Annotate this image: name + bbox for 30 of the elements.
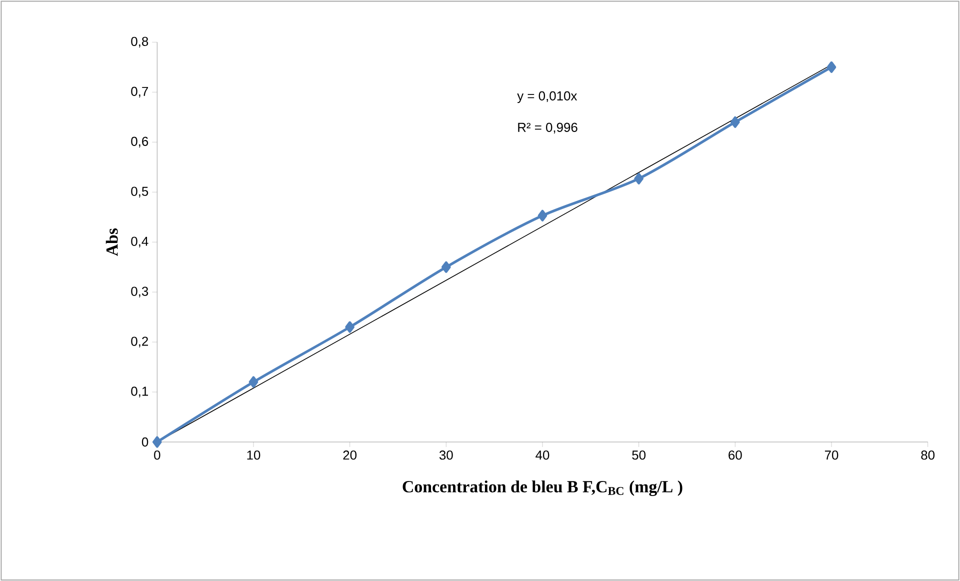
point: [730, 116, 740, 128]
x-tick-label: 0: [154, 450, 160, 460]
x-tick-label: 20: [343, 450, 357, 460]
point: [634, 172, 644, 184]
point: [441, 261, 451, 273]
y-tick-label: 0,4: [131, 236, 148, 248]
y-tick-label: 0,2: [131, 336, 148, 348]
x-tick-label: 80: [921, 450, 935, 460]
y-tick-label: 0,5: [131, 186, 148, 198]
x-tick-label: 60: [728, 450, 742, 460]
y-tick-label: 0,6: [131, 136, 148, 148]
x-tick-label: 10: [247, 450, 260, 460]
x-tick-label: 70: [824, 450, 838, 460]
y-tick-label: 0: [142, 437, 148, 447]
point: [826, 61, 836, 73]
x-axis-title: Concentration de bleu B F,C$_{BC}$ (mg/L ): [402, 480, 682, 496]
x-tick-label: 50: [632, 450, 646, 460]
point: [248, 376, 258, 388]
point: [152, 436, 162, 448]
x-tick-label: 40: [536, 450, 550, 460]
annotation: y = 0,010x: [517, 91, 578, 103]
point: [345, 321, 354, 333]
y-tick-label: 0,1: [131, 386, 148, 398]
x-tick-label: 30: [439, 450, 453, 460]
y-axis-title: Abs: [106, 228, 118, 256]
annotation: R² = 0,996: [518, 122, 578, 134]
y-tick-label: 0,8: [131, 36, 148, 48]
y-tick-label: 0,3: [131, 286, 148, 298]
y-tick-label: 0,7: [131, 86, 148, 98]
point: [538, 210, 548, 222]
